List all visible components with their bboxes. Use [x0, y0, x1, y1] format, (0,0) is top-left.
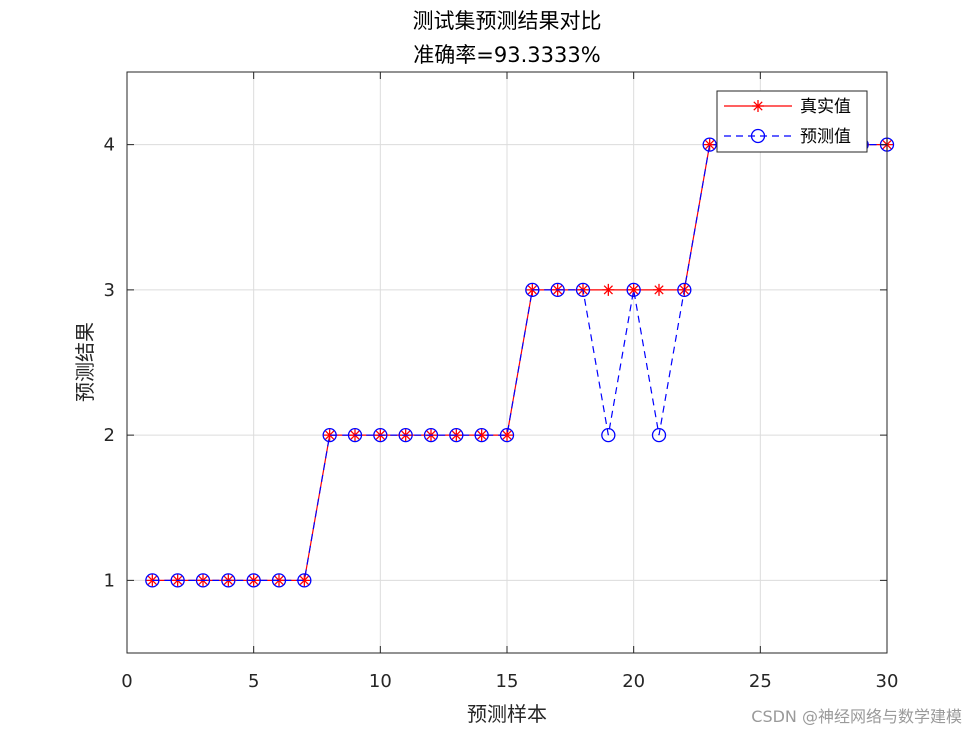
series-2-point	[373, 427, 388, 443]
series-2-point	[474, 427, 489, 443]
x-tick-label: 25	[749, 671, 772, 692]
series-2-point	[651, 427, 667, 443]
legend-label: 真实值	[800, 97, 851, 117]
series-2-point	[449, 427, 464, 443]
x-tick-label: 20	[622, 671, 645, 692]
series-2-point	[170, 573, 185, 588]
legend-box	[716, 90, 868, 153]
series-2-point	[677, 282, 692, 298]
series-2-point	[601, 427, 616, 443]
series-1-point-stroke	[629, 285, 639, 295]
series-1-point-stroke	[654, 285, 664, 295]
y-tick-label: 3	[104, 280, 115, 301]
series-1-point-stroke	[477, 430, 487, 440]
x-tick-label: 0	[121, 671, 132, 692]
series-2-point	[525, 282, 540, 298]
series-2-point	[398, 427, 413, 443]
legend-marker-stroke	[753, 101, 763, 111]
ticks	[126, 72, 888, 653]
series-1-point-stroke	[705, 139, 715, 150]
series-1-point-stroke	[502, 430, 512, 440]
tick-labels: 0 5 10 15 20 25 30 1 2 3 4	[104, 135, 899, 692]
x-tick-label: 5	[248, 671, 259, 692]
series-1-point-stroke	[299, 575, 309, 586]
series-2-point	[221, 573, 236, 588]
x-axis-label: 预测样本	[467, 702, 547, 726]
series-2-point	[550, 282, 565, 298]
series-2-point	[246, 573, 261, 588]
series-2-point	[575, 282, 591, 298]
series-2-point	[145, 573, 160, 588]
x-tick-label: 30	[876, 671, 899, 692]
x-tick-label: 15	[496, 671, 519, 692]
series-1-point	[653, 283, 665, 296]
series-2-point	[626, 282, 641, 298]
y-tick-label: 1	[104, 570, 115, 591]
series-1-point	[627, 283, 640, 296]
series-2-point	[702, 137, 717, 152]
x-tick-label: 10	[369, 671, 392, 692]
legend-entry-2: 预测值	[724, 127, 851, 147]
y-axis-label: 预测结果	[73, 322, 97, 402]
series-2-point	[195, 573, 211, 588]
legend-label: 预测值	[800, 127, 851, 147]
series-2-point	[347, 427, 363, 443]
series-2-point	[271, 573, 287, 588]
series-2-point	[423, 427, 439, 443]
series-1-point	[703, 138, 716, 151]
legend-entry-1: 真实值	[724, 97, 851, 117]
series-1-point-stroke	[603, 285, 613, 295]
series-1-point	[602, 283, 615, 296]
series-1-point-stroke	[325, 430, 335, 440]
legend-marker	[752, 100, 764, 112]
series-2-point	[322, 427, 337, 443]
chart-title: 测试集预测结果对比	[413, 9, 602, 33]
y-tick-label: 2	[104, 425, 115, 446]
series-2-point	[297, 573, 312, 588]
series-2-point	[499, 427, 515, 443]
watermark: CSDN @神经网络与数学建模	[751, 707, 962, 726]
legend-marker	[750, 128, 766, 144]
chart-subtitle: 准确率=93.3333%	[413, 43, 600, 67]
y-tick-label: 4	[104, 135, 115, 156]
